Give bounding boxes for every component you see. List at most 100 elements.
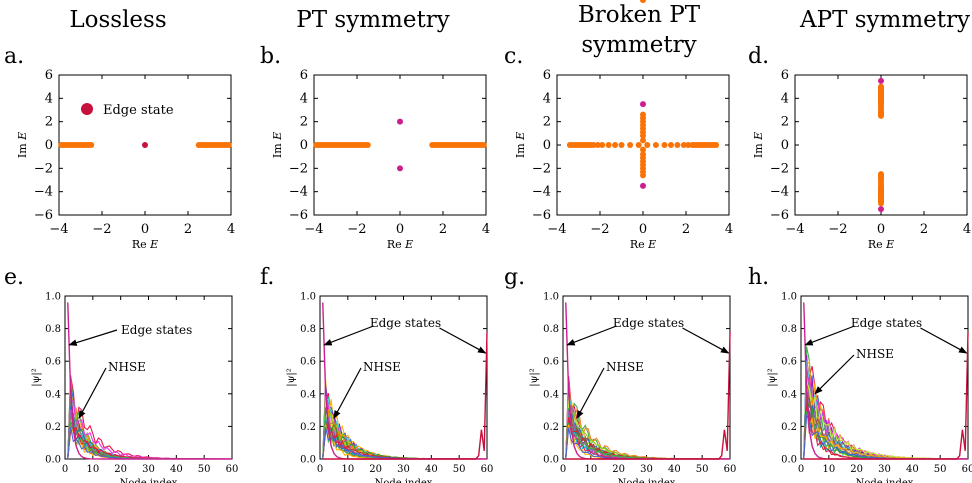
edge-point [640,182,646,189]
profile-panel-e: 0 10 20 30 40 50 60 0.0 0.2 0.4 0.6 0.8 1.0 Node inde… [31,292,238,483]
x-axis-label: Node index [856,478,914,483]
y-axis-label-base: Im [514,140,527,158]
y-axis-label: Im E [752,132,765,158]
x-tick-label: 4 [482,222,490,237]
x-axis-label-var: E [647,238,656,251]
x-tick-label: 10 [584,464,597,475]
x-axis-label-base: Re [387,238,405,251]
bulk-point [674,142,681,148]
y-tick-label: −4 [289,185,308,200]
y-axis-label-var: E [514,132,527,141]
x-axis-label-base: Re [132,238,150,251]
y-axis-label-var: E [752,132,765,141]
edge-point [640,101,646,108]
edge-profile-line [67,302,232,460]
annotation-arrow [804,325,855,346]
bulk-point [605,142,612,148]
x-tick-label: 40 [668,464,681,475]
x-tick-label: −2 [828,222,847,237]
annotation-arrow [576,367,605,419]
y-tick-label: −6 [532,208,551,223]
x-tick-label: 20 [114,464,127,475]
y-tick-label: 0.0 [45,455,61,466]
x-tick-label: −2 [92,222,111,237]
panel-letter: c. [504,44,523,69]
x-tick-label: 50 [934,464,947,475]
panel-title: Lossless [69,7,166,33]
y-tick-label: 0.8 [543,324,559,335]
bulk-point [685,142,692,148]
x-axis-label: Node index [375,478,433,483]
y-axis-label-var: E [271,132,284,141]
y-tick-label: 0.6 [45,357,61,368]
y-tick-label: −2 [770,161,789,176]
bulk-point [627,142,634,148]
y-tick-label: 6 [300,68,308,83]
y-tick-label: 0.8 [300,324,316,335]
x-tick-label: 60 [481,464,494,475]
y-tick-label: 0.0 [300,455,316,466]
x-tick-label: 60 [724,464,737,475]
bulk-point [640,0,646,3]
y-tick-label: −2 [289,161,308,176]
bulk-point [599,142,606,148]
panel-letter: b. [260,44,281,69]
bulk-point [618,142,625,148]
x-tick-label: 50 [453,464,466,475]
bulk-point [652,142,659,148]
edge-point [878,206,884,213]
annotation-edge-states: Edge states [851,316,922,330]
y-tick-label: 0 [300,138,308,153]
x-tick-label: 0 [560,464,566,475]
panel-title: PT symmetry [296,7,449,33]
panel-title-line: symmetry [581,32,696,58]
x-tick-label: 4 [963,222,971,237]
x-tick-label: 4 [227,222,235,237]
annotation-edge-states: Edge states [370,316,441,330]
x-tick-label: −2 [347,222,366,237]
annotation-edge-states: Edge states [613,316,684,330]
x-tick-label: 30 [397,464,410,475]
y-tick-label: 1.0 [45,292,61,303]
annotation-arrow [682,327,730,354]
x-axis-label-base: Re [630,238,648,251]
x-tick-label: 40 [906,464,919,475]
annotation-nhse: NHSE [606,360,644,374]
bulk-point [640,146,646,153]
y-axis-label-base: Im [271,140,284,158]
x-tick-label: 40 [425,464,438,475]
x-axis-label-var: E [404,238,413,251]
annotation-edge-states: Edge states [121,323,192,337]
panel-letter: h. [748,265,769,290]
x-tick-label: −4 [547,222,566,237]
bulk-point [644,142,651,148]
x-axis-label: Re E [132,238,158,251]
y-tick-label: 6 [781,68,789,83]
x-tick-label: 60 [226,464,239,475]
x-axis-label: Re E [387,238,413,251]
y-tick-label: 0.4 [300,389,316,400]
y-axis-label-base: Im [16,140,29,158]
annotation-arrow [68,329,118,346]
y-tick-label: 0.6 [300,357,316,368]
y-axis-label-var: E [16,132,29,141]
bulk-point [878,109,884,116]
y-tick-label: 0.2 [781,422,797,433]
x-tick-label: 2 [682,222,690,237]
bulk-point [878,200,884,207]
legend-marker [81,103,93,115]
y-tick-label: 4 [781,91,789,106]
y-tick-label: 0.4 [543,389,559,400]
y-tick-label: 0.8 [781,324,797,335]
y-tick-label: −2 [532,161,551,176]
panel-title: APT symmetry [799,7,970,33]
y-tick-label: 0.6 [781,357,797,368]
bulk-point [480,142,487,148]
bulk-point [612,142,619,148]
bulk-point [640,132,646,139]
y-tick-label: 0.2 [543,422,559,433]
x-tick-label: 10 [341,464,354,475]
y-tick-label: 0 [781,138,789,153]
